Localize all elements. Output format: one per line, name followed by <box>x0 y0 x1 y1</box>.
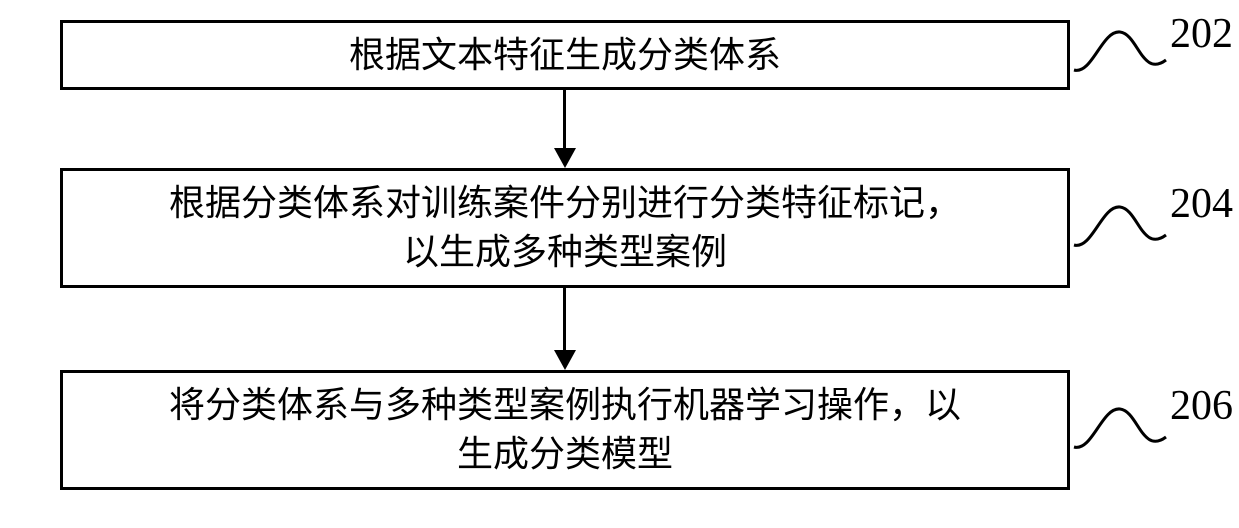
flow-node-204-text: 根据分类体系对训练案件分别进行分类特征标记， 以生成多种类型案例 <box>169 179 961 276</box>
flow-node-202-text: 根据文本特征生成分类体系 <box>349 31 781 80</box>
callout-squiggle-204 <box>1072 195 1168 255</box>
flow-edge-204-206-line <box>563 288 566 350</box>
flowchart-canvas: 根据文本特征生成分类体系 202 根据分类体系对训练案件分别进行分类特征标记， … <box>0 0 1239 528</box>
flow-edge-204-206-head <box>554 350 576 370</box>
flow-edge-202-204-head <box>554 148 576 168</box>
flow-node-206-text: 将分类体系与多种类型案例执行机器学习操作，以 生成分类模型 <box>169 381 961 478</box>
flow-node-204: 根据分类体系对训练案件分别进行分类特征标记， 以生成多种类型案例 <box>60 168 1070 288</box>
callout-squiggle-206 <box>1072 397 1168 457</box>
flow-node-206: 将分类体系与多种类型案例执行机器学习操作，以 生成分类模型 <box>60 370 1070 490</box>
flow-node-204-label: 204 <box>1170 180 1233 228</box>
flow-node-206-label: 206 <box>1170 382 1233 430</box>
flow-edge-202-204-line <box>563 90 566 148</box>
flow-node-202-label: 202 <box>1170 10 1233 58</box>
flow-node-202: 根据文本特征生成分类体系 <box>60 20 1070 90</box>
callout-squiggle-202 <box>1072 20 1168 80</box>
